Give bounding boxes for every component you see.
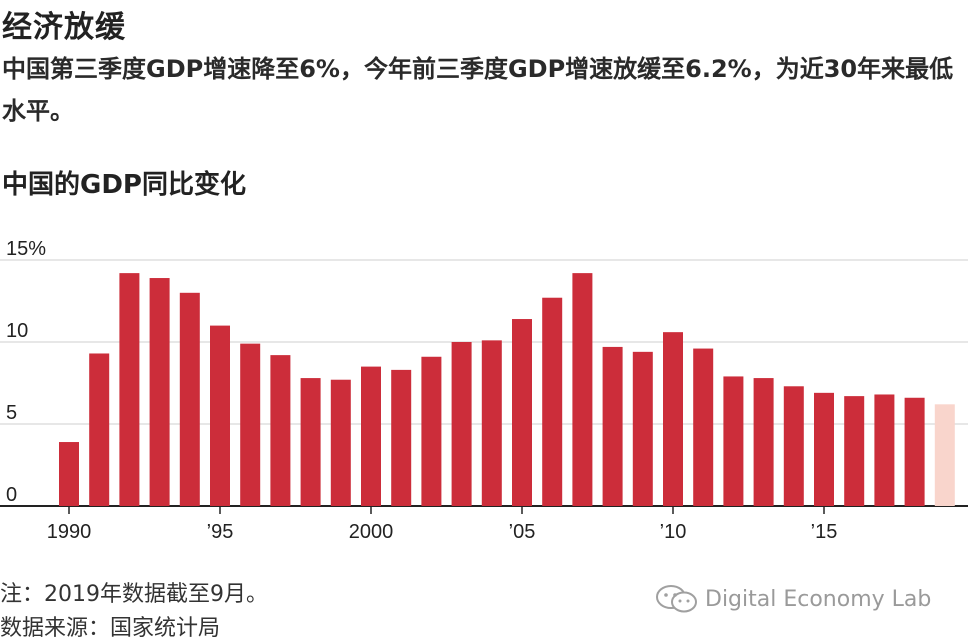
y-tick-label: 10 (6, 320, 28, 342)
bar (421, 356, 442, 506)
x-tick-label: ’15 (811, 521, 838, 543)
bar (119, 273, 140, 506)
bar-layer (59, 273, 955, 506)
bar (693, 348, 714, 506)
bar (179, 292, 200, 506)
page-title: 经济放缓 (2, 10, 126, 45)
bar (934, 404, 955, 506)
bar (300, 378, 321, 506)
bar (481, 340, 502, 506)
bar (874, 394, 895, 506)
footnote: 注：2019年数据截至9月。 (0, 582, 268, 607)
x-tick-layer: 1990 ’95 2000 ’05 ’10 ’15 (47, 506, 838, 543)
source-note: 数据来源：国家统计局 (0, 616, 221, 641)
bar (89, 353, 110, 506)
x-tick-label: ’95 (207, 521, 234, 543)
y-tick-layer: 0 5 10 15% (6, 238, 46, 506)
bar (270, 355, 291, 506)
bar (330, 379, 351, 506)
y-tick-label: 0 (6, 484, 17, 506)
bar (59, 442, 79, 506)
bar (361, 366, 381, 506)
watermark: Digital Economy Lab (655, 584, 931, 614)
bar (391, 369, 412, 506)
x-tick-label: ’10 (660, 521, 687, 543)
watermark-text: Digital Economy Lab (705, 586, 932, 612)
subtitle: 中国第三季度GDP增速降至6%，今年前三季度GDP增速放缓至6.2%，为近30年… (2, 55, 954, 125)
bar (149, 278, 170, 506)
bar (663, 332, 683, 506)
bar (542, 297, 563, 506)
gdp-bar-chart: 0 5 10 15% 1990 ’95 2000 ’05 ’10 ’15 (0, 238, 968, 543)
bar (240, 343, 261, 506)
bar (753, 378, 774, 506)
bar (512, 319, 532, 506)
wechat-icon (656, 585, 697, 613)
bar (210, 325, 230, 506)
bar (602, 346, 623, 506)
y-tick-label: 5 (6, 402, 17, 424)
bar (723, 376, 744, 506)
chart-title: 中国的GDP同比变化 (2, 170, 246, 200)
bar (783, 386, 804, 506)
bar (844, 396, 865, 506)
bar (451, 342, 472, 506)
bar (632, 351, 653, 506)
y-tick-label: 15% (6, 238, 46, 260)
x-tick-label: 1990 (47, 521, 92, 543)
bar (572, 273, 593, 506)
bar (904, 397, 925, 506)
x-tick-label: ’05 (509, 521, 536, 543)
x-tick-label: 2000 (349, 521, 394, 543)
bar (814, 392, 834, 506)
